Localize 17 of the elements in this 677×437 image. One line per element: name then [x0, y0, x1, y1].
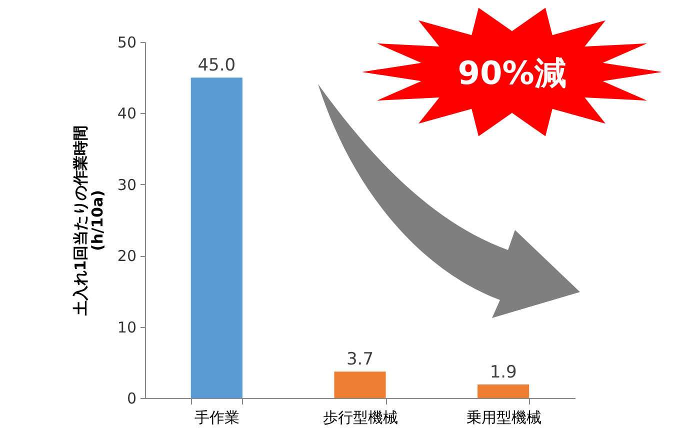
- annotation: 90%減: [458, 54, 566, 92]
- y-tick-label: 50: [117, 34, 136, 52]
- bar: [334, 372, 386, 398]
- y-tick-label: 20: [117, 247, 136, 266]
- bar: [478, 384, 530, 398]
- y-axis-title: 土入れ1回当たりの作業時間 (h/10a): [71, 125, 106, 317]
- y-tick-label: 40: [117, 104, 136, 123]
- data-label: 3.7: [346, 350, 374, 370]
- x-tick-label: 手作業: [194, 408, 240, 426]
- bar: [190, 78, 242, 398]
- x-tick-label: 乗用型機械: [466, 408, 542, 426]
- y-tick-label: 10: [117, 318, 136, 336]
- data-label: 45.0: [198, 56, 236, 76]
- x-tick-label: 歩行型機械: [323, 408, 398, 426]
- y-tick-label: 30: [117, 176, 136, 194]
- data-label: 1.9: [490, 362, 517, 382]
- y-tick-label: 0: [126, 390, 136, 408]
